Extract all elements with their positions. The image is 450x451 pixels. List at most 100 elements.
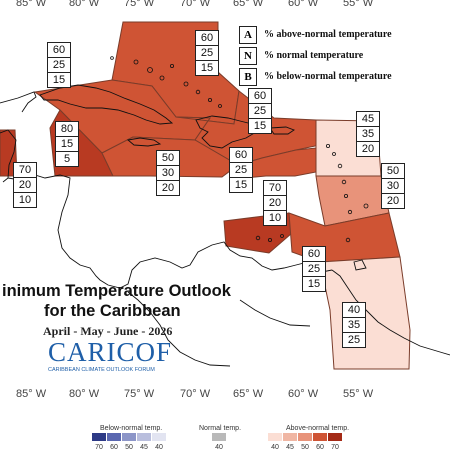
longitude-ticks-top: 85° W 80° W 75° W 70° W 65° W 60° W 55° W: [16, 0, 374, 9]
prob-normal: 30: [157, 166, 179, 181]
prob-above: 50: [157, 151, 179, 166]
prob-above: 60: [303, 247, 325, 262]
prob-above: 60: [249, 89, 271, 104]
scale-swatch: [283, 433, 297, 441]
longitude-tick-label: 65° W: [233, 0, 264, 9]
map-title-line2: for the Caribbean: [44, 302, 181, 320]
prob-box-western-caribbean: 80 15 5: [55, 121, 79, 167]
prob-below: 10: [268, 212, 282, 224]
prob-normal: 35: [343, 318, 365, 333]
scale-tick-label: 45: [140, 444, 148, 451]
longitude-tick-label: 80° W: [69, 0, 100, 9]
prob-normal: 25: [303, 262, 325, 277]
longitude-tick-label: 55° W: [343, 0, 374, 9]
scale-tick-label: 70: [95, 444, 103, 451]
prob-below: 5: [63, 153, 71, 165]
longitude-tick-label: 85° W: [16, 388, 47, 400]
jamaica-coast: [126, 137, 162, 147]
prob-above: 50: [382, 164, 404, 179]
scale-tick-label: 45: [286, 444, 294, 451]
longitude-ticks-bottom: 85° W 80° W 75° W 70° W 65° W 60° W 55° W: [16, 388, 374, 400]
scale-label-above: Above-normal temp.: [286, 425, 350, 432]
forecast-season: April - May - June - 2026: [43, 324, 173, 338]
longitude-tick-label: 65° W: [233, 388, 264, 400]
key-text-above: % above-normal temperature: [264, 29, 392, 40]
prob-above: 70: [14, 163, 36, 178]
prob-above: 40: [343, 303, 365, 318]
key-row-below: B % below-normal temperature: [239, 66, 415, 87]
florida-coast: [0, 91, 37, 113]
longitude-tick-label: 80° W: [69, 388, 100, 400]
longitude-tick-label: 55° W: [343, 388, 374, 400]
prob-above: 60: [230, 148, 252, 163]
prob-above: 60: [48, 43, 70, 58]
prob-below: 20: [361, 143, 375, 155]
prob-normal: 20: [264, 196, 286, 211]
scale-swatch: [328, 433, 342, 441]
prob-below: 25: [347, 334, 361, 346]
scale-swatch: [92, 433, 106, 441]
key-row-above: A % above-normal temperature: [239, 24, 415, 45]
longitude-tick-label: 75° W: [124, 388, 155, 400]
prob-normal: 25: [48, 58, 70, 73]
prob-box-eastern-caribbean: 60 25 15: [229, 147, 253, 193]
prob-below: 15: [52, 74, 66, 86]
prob-below: 15: [200, 62, 214, 74]
prob-above: 60: [196, 31, 218, 46]
scale-swatch: [152, 433, 166, 441]
prob-normal: 25: [230, 163, 252, 178]
scale-tick-label: 60: [110, 444, 118, 451]
prob-below: 20: [161, 182, 175, 194]
small-islands: [110, 56, 369, 243]
scale-swatch: [212, 433, 226, 441]
prob-below: 15: [307, 278, 321, 290]
coastlines: [0, 84, 450, 367]
prob-below: 15: [253, 120, 267, 132]
prob-box-windward: 50 30 20: [381, 163, 405, 209]
longitude-tick-label: 85° W: [16, 0, 47, 9]
longitude-tick-label: 75° W: [124, 0, 155, 9]
hispaniola-coast: [195, 115, 257, 149]
prob-box-leeward: 45 35 20: [356, 111, 380, 157]
scale-swatch: [298, 433, 312, 441]
prob-box-cuba: 60 25 15: [47, 42, 71, 88]
cuba-coast: [39, 84, 174, 125]
prob-above: 80: [56, 122, 78, 137]
key-letter-normal: N: [239, 46, 257, 65]
key-letter-below: B: [239, 67, 257, 86]
color-scale-legend: Below-normal temp. Normal temp. Above-no…: [0, 397, 450, 451]
south-america-pacific: [127, 291, 231, 367]
venezuela-inland: [239, 299, 311, 327]
longitude-tick-label: 70° W: [180, 0, 211, 9]
key-text-normal: % normal temperature: [264, 50, 364, 61]
key-letter-above: A: [239, 25, 257, 44]
scale-tick-label: 70: [331, 444, 339, 451]
prob-box-hispaniola: 60 25 15: [248, 88, 272, 134]
longitude-tick-label: 60° W: [288, 388, 319, 400]
prob-box-guianas: 40 35 25: [342, 302, 366, 348]
longitude-tick-label: 70° W: [180, 388, 211, 400]
scale-tick-label: 40: [271, 444, 279, 451]
central-america-coast: [7, 174, 333, 289]
prob-box-abc-islands: 70 20 10: [263, 180, 287, 226]
scale-swatch: [313, 433, 327, 441]
prob-box-belize: 70 20 10: [13, 162, 37, 208]
caricof-logo: CARICOF: [48, 337, 173, 367]
scale-swatch: [268, 433, 282, 441]
probability-key-legend: A % above-normal temperature N % normal …: [239, 24, 415, 87]
prob-below: 10: [18, 194, 32, 206]
scale-swatch: [137, 433, 151, 441]
longitude-tick-label: 60° W: [288, 0, 319, 9]
prob-box-central-caribbean: 50 30 20: [156, 150, 180, 196]
scale-label-below: Below-normal temp.: [100, 425, 163, 432]
scale-label-normal: Normal temp.: [199, 425, 242, 432]
scale-swatch: [107, 433, 121, 441]
guiana-coast: [331, 269, 450, 356]
key-row-normal: N % normal temperature: [239, 45, 415, 66]
puerto-rico-coast: [269, 126, 295, 135]
prob-box-bahamas: 60 25 15: [195, 30, 219, 76]
prob-below: 20: [386, 195, 400, 207]
caricof-logo-subtitle: CARIBBEAN CLIMATE OUTLOOK FORUM: [48, 367, 155, 373]
prob-below: 15: [234, 179, 248, 191]
prob-box-trinidad: 60 25 15: [302, 246, 326, 292]
